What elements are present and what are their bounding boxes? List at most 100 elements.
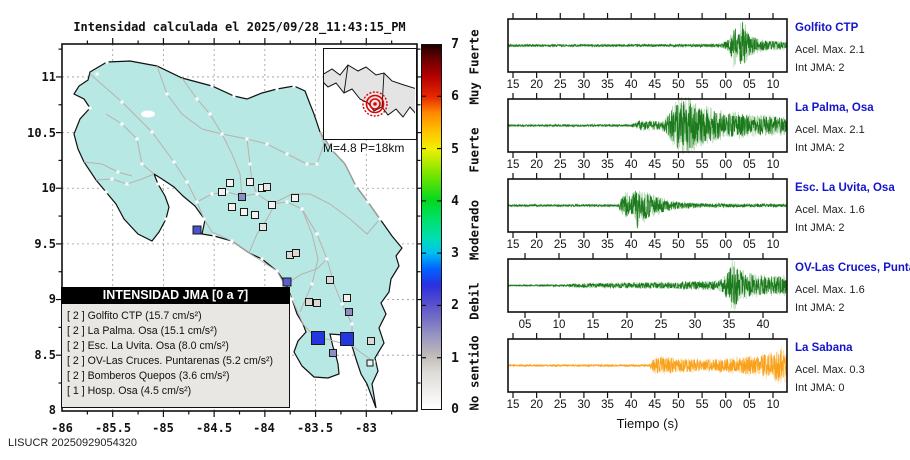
time-tick-label: 05	[518, 319, 532, 331]
time-tick-label: 15	[506, 159, 520, 171]
town-markers	[88, 60, 382, 364]
time-tick-label: 15	[506, 399, 520, 411]
cb-tick-4: 4	[451, 194, 459, 209]
time-tick-label: 55	[695, 79, 709, 91]
seismogram-xaxis-1: 15 20 25 30 35 40 45 50 55 00 05 10	[507, 159, 788, 172]
time-tick-label: 40	[624, 399, 638, 411]
jma-intensity-colorbar	[421, 44, 442, 410]
y-tick-10: 10	[41, 181, 56, 195]
time-tick-label: 35	[601, 79, 614, 91]
time-tick-label: 00	[719, 79, 733, 91]
time-tick-label: 00	[719, 239, 733, 251]
time-tick-label: 00	[719, 159, 733, 171]
colorbar-category-label: Moderado	[466, 199, 482, 261]
time-tick-label: 30	[577, 239, 591, 251]
time-tick-label: 05	[742, 79, 756, 91]
time-tick-label: 35	[722, 319, 736, 331]
time-axis-title: Tiempo (s)	[616, 416, 679, 431]
time-tick-label: 40	[624, 79, 638, 91]
time-tick-label: 35	[601, 239, 614, 251]
time-tick-label: 20	[530, 399, 544, 411]
time-tick-label: 10	[766, 159, 780, 171]
time-tick-label: 45	[648, 159, 662, 171]
time-tick-label: 45	[648, 239, 662, 251]
time-tick-label: 00	[719, 399, 733, 411]
cb-tick-0: 0	[451, 402, 459, 417]
time-tick-label: 15	[586, 319, 600, 331]
station-name-2: Esc. La Uvita, Osa	[795, 182, 895, 194]
magnitude-depth-caption: M=4.8 P=18km	[323, 141, 405, 155]
time-tick-label: 55	[695, 239, 709, 251]
legend-entry-uvita: [ 2 ] Esc. La Uvita. Osa (8.0 cm/s²)	[67, 340, 229, 352]
agency-credit: LISUCR 20250929054320	[8, 437, 138, 449]
time-tick-label: 50	[672, 79, 685, 91]
cb-tick-5: 5	[451, 142, 459, 157]
time-tick-label: 40	[756, 319, 770, 331]
time-tick-label: 25	[654, 319, 668, 331]
station-accel-2: Acel. Max. 1.6	[795, 204, 865, 216]
seismogram-xaxis-3: 05 10 15 20 25 30 35 40	[507, 319, 788, 332]
station-jma-4: Int JMA: 0	[795, 382, 845, 394]
time-tick-label: 15	[506, 79, 520, 91]
time-tick-label: 10	[766, 79, 780, 91]
colorbar-category-label: No sentido	[466, 335, 482, 411]
x-tick--86: -86	[51, 421, 73, 435]
time-tick-label: 20	[620, 319, 634, 331]
cb-tick-6: 6	[451, 89, 459, 104]
station-accel-0: Acel. Max. 2.1	[795, 44, 865, 56]
x-tick--84: -84	[253, 421, 275, 435]
time-tick-label: 55	[695, 159, 709, 171]
time-tick-label: 25	[553, 399, 567, 411]
time-tick-label: 40	[624, 239, 638, 251]
legend-entry-lapalma: [ 2 ] La Palma. Osa (15.1 cm/s²)	[67, 325, 218, 337]
time-tick-label: 50	[672, 239, 685, 251]
time-tick-label: 10	[552, 319, 566, 331]
y-tick-10-5: 10.5	[27, 126, 56, 140]
station-jma-0: Int JMA: 2	[795, 62, 845, 74]
inset-landmass	[321, 64, 418, 118]
seismogram-lasabana	[507, 333, 788, 398]
seismogram-golfito	[507, 13, 788, 78]
legend-entry-hosposa: [ 1 ] Hosp. Osa (4.5 cm/s²)	[67, 385, 192, 397]
y-tick-8: 8	[48, 403, 56, 417]
time-tick-label: 45	[648, 79, 662, 91]
y-tick-9-5: 9.5	[34, 237, 56, 251]
seismogram-xaxis-0: 15 20 25 30 35 40 45 50 55 00 05 10	[507, 79, 788, 92]
time-tick-label: 30	[577, 399, 591, 411]
cb-tick-2: 2	[451, 298, 459, 313]
time-tick-label: 40	[624, 159, 638, 171]
time-tick-label: 05	[742, 399, 756, 411]
x-tick--85-5: -85.5	[94, 421, 132, 435]
lake-arenal	[141, 110, 155, 118]
y-tick-8-5: 8.5	[34, 348, 56, 362]
time-tick-label: 20	[530, 159, 544, 171]
x-tick--84-5: -84.5	[195, 421, 233, 435]
cb-tick-1: 1	[451, 351, 459, 366]
time-tick-label: 15	[506, 239, 520, 251]
epicenter-icon	[362, 91, 388, 117]
time-tick-label: 20	[530, 79, 544, 91]
legend-entry-quepos: [ 2 ] Bomberos Quepos (3.6 cm/s²)	[67, 370, 230, 382]
station-accel-3: Acel. Max. 1.6	[795, 284, 865, 296]
time-tick-label: 30	[688, 319, 702, 331]
seismogram-xaxis-2: 15 20 25 30 35 40 45 50 55 00 05 10	[507, 239, 788, 252]
time-tick-label: 35	[601, 159, 614, 171]
seismogram-lapalma	[507, 93, 788, 158]
time-tick-label: 05	[742, 159, 756, 171]
map-axis-ticks	[56, 38, 423, 417]
report-title: Intensidad calculada el 2025/09/28_11:43…	[73, 20, 406, 34]
time-tick-label: 10	[766, 399, 780, 411]
station-name-3: OV-Las Cruces, Puntar	[795, 262, 910, 274]
time-tick-label: 10	[766, 239, 780, 251]
station-name-4: La Sabana	[795, 342, 853, 354]
seismogram-xaxis-4: 15 20 25 30 35 40 45 50 55 00 05 10	[507, 399, 788, 412]
colorbar-category-label: Muy Fuerte	[466, 29, 482, 105]
time-tick-label: 50	[672, 159, 685, 171]
time-tick-label: 35	[601, 399, 614, 411]
time-tick-label: 20	[530, 239, 544, 251]
time-tick-label: 50	[672, 399, 685, 411]
seismogram-uvita	[507, 173, 788, 238]
y-tick-9: 9	[48, 292, 56, 306]
station-name-0: Golfito CTP	[795, 22, 859, 34]
